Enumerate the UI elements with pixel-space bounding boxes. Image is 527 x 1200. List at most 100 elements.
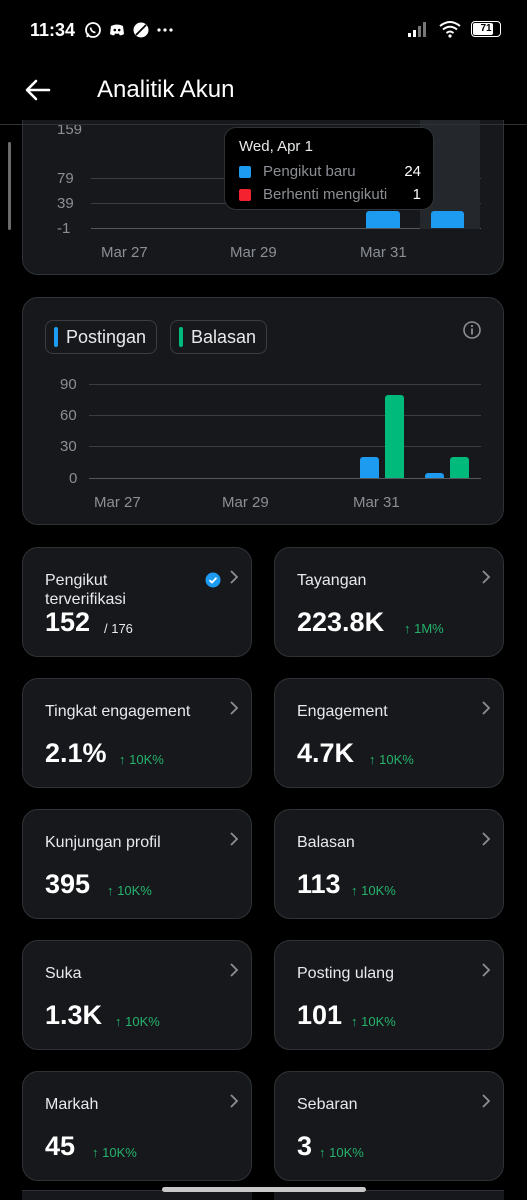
tooltip-label: Pengikut baru (263, 163, 356, 180)
grid-line (89, 415, 481, 416)
status-bar: 11:34 71 (0, 0, 527, 62)
chevron-right-icon (482, 963, 491, 977)
chevron-right-icon (230, 701, 239, 715)
grid-line (89, 446, 481, 447)
tooltip-value: 24 (404, 163, 421, 180)
chevron-right-icon (230, 832, 239, 846)
metric-value: 113 (297, 869, 341, 899)
next-card-peek (22, 1190, 252, 1200)
metric-profile-visits[interactable]: Kunjungan profil 395 ↑ 10K% (22, 809, 252, 919)
metric-value: 152 (45, 607, 91, 637)
chart-tooltip: Wed, Apr 1 Pengikut baru 24 Berhenti men… (224, 127, 434, 210)
chevron-right-icon (482, 570, 491, 584)
y-tick: 39 (57, 195, 74, 212)
legend-swatch (179, 327, 183, 347)
metric-value: 395 (45, 869, 91, 899)
metric-label: Tayangan (297, 572, 367, 589)
home-indicator[interactable] (162, 1187, 366, 1192)
bar-balasan[interactable] (450, 457, 469, 478)
metric-likes[interactable]: Suka 1.3K ↑ 10K% (22, 940, 252, 1050)
bar-pengikut-baru[interactable] (431, 211, 464, 228)
battery-level: 71 (480, 23, 492, 34)
metric-change: ↑ 10K% (319, 1145, 364, 1160)
metric-label: Kunjungan profil (45, 834, 161, 851)
legend-label: Postingan (66, 326, 147, 347)
metric-label: Suka (45, 965, 82, 982)
bar-balasan[interactable] (385, 395, 404, 478)
tooltip-value: 1 (412, 186, 421, 203)
legend-swatch (239, 166, 251, 178)
x-tick: Mar 29 (222, 494, 269, 511)
chevron-right-icon (230, 570, 239, 584)
y-tick: 0 (69, 470, 78, 487)
y-tick: 90 (60, 376, 77, 393)
y-tick: 30 (60, 438, 77, 455)
metric-value: 2.1% (45, 738, 107, 768)
x-tick: Mar 31 (360, 244, 407, 261)
info-icon[interactable] (462, 320, 482, 340)
metric-change: ↑ 10K% (351, 883, 396, 898)
bar-postingan[interactable] (425, 473, 444, 478)
bar-postingan[interactable] (360, 457, 379, 478)
metric-change: ↑ 1M% (404, 621, 444, 636)
y-tick: 159 (57, 121, 83, 138)
metric-impressions[interactable]: Tayangan 223.8K ↑ 1M% (274, 547, 504, 657)
legend-label: Balasan (191, 326, 257, 347)
system-icons: 71 (407, 20, 501, 38)
legend-swatch (239, 189, 251, 201)
header-backdrop (0, 62, 527, 120)
metric-shares[interactable]: Sebaran 3 ↑ 10K% (274, 1071, 504, 1181)
posts-chart-card: Postingan Balasan 90 60 30 0 Mar 27 Mar … (22, 297, 504, 525)
metric-total: / 176 (104, 621, 133, 636)
metric-label: Tingkat engagement (45, 703, 191, 720)
chevron-right-icon (482, 832, 491, 846)
grid-line (89, 384, 481, 385)
tooltip-date: Wed, Apr 1 (239, 138, 313, 155)
x-tick: Mar 27 (94, 494, 141, 511)
signal-icon (408, 22, 426, 37)
wifi-icon (439, 21, 461, 38)
metric-engagement[interactable]: Engagement 4.7K ↑ 10K% (274, 678, 504, 788)
notification-icons (84, 21, 174, 39)
tooltip-label: Berhenti mengikuti (263, 186, 388, 203)
metric-value: 4.7K (297, 738, 355, 768)
legend-balasan[interactable]: Balasan (170, 320, 268, 354)
chevron-right-icon (482, 701, 491, 715)
chevron-right-icon (230, 963, 239, 977)
metric-engagement-rate[interactable]: Tingkat engagement 2.1% ↑ 10K% (22, 678, 252, 788)
metric-value: 223.8K (297, 607, 385, 637)
metric-label: Balasan (297, 834, 355, 851)
chevron-right-icon (482, 1094, 491, 1108)
metric-replies[interactable]: Balasan 113 ↑ 10K% (274, 809, 504, 919)
baseline (89, 478, 481, 479)
metric-change: ↑ 10K% (351, 1014, 396, 1029)
status-time: 11:34 (30, 20, 76, 40)
back-arrow-icon[interactable] (22, 74, 54, 106)
whatsapp-icon (85, 22, 101, 38)
discord-icon (110, 24, 124, 36)
x-tick: Mar 27 (101, 244, 148, 261)
more-icon (157, 28, 173, 32)
browser-icon (133, 22, 149, 38)
scrollbar[interactable] (8, 142, 11, 230)
y-tick: -1 (57, 220, 71, 237)
next-card-peek (274, 1190, 504, 1200)
metric-value: 101 (297, 1000, 343, 1030)
app-header-overlay: Analitik Akun (0, 62, 527, 120)
metric-label: Pengikut terverifikasi (45, 572, 126, 608)
metric-bookmarks[interactable]: Markah 45 ↑ 10K% (22, 1071, 252, 1181)
bar-pengikut-baru[interactable] (366, 211, 400, 228)
x-tick: Mar 29 (230, 244, 277, 261)
x-tick: Mar 31 (353, 494, 400, 511)
metric-change: ↑ 10K% (92, 1145, 137, 1160)
legend-swatch (54, 327, 58, 347)
metric-change: ↑ 10K% (119, 752, 164, 767)
metric-verified-followers[interactable]: Pengikut terverifikasi 152 / 176 (22, 547, 252, 657)
y-tick: 79 (57, 170, 74, 187)
metric-reposts[interactable]: Posting ulang 101 ↑ 10K% (274, 940, 504, 1050)
y-tick: 60 (60, 407, 77, 424)
legend-postingan[interactable]: Postingan (45, 320, 158, 354)
metric-change: ↑ 10K% (115, 1014, 160, 1029)
header-divider (0, 124, 527, 125)
metric-value: 1.3K (45, 1000, 103, 1030)
